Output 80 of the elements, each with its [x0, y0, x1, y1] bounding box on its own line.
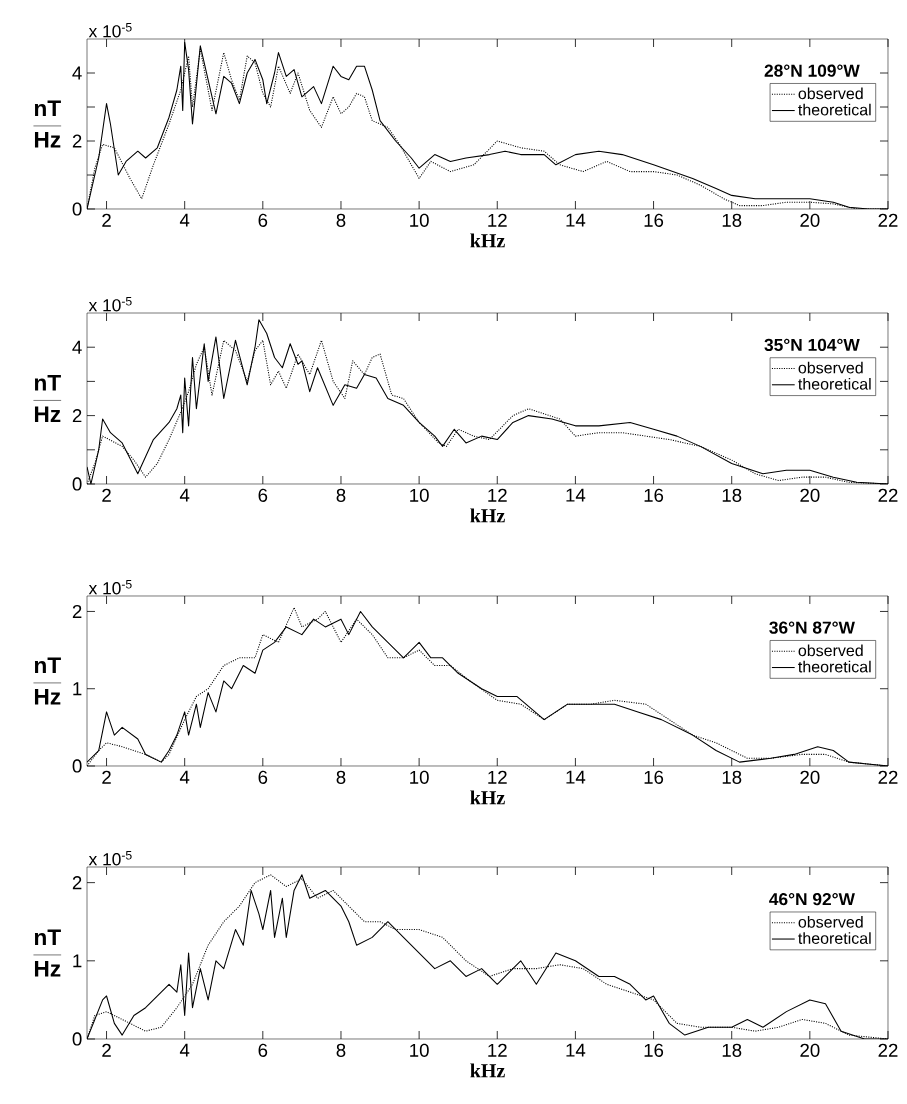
y-axis-title: $\frac{\mathbf{nT}}{\mathbf{Hz}}$	[33, 100, 62, 148]
x-tick-label: 18	[722, 770, 742, 784]
x-tick-label: 20	[800, 213, 820, 227]
x-tick-label: 8	[336, 213, 346, 227]
x-tick-label: 2	[102, 770, 111, 784]
y-tick-label: 2	[72, 876, 82, 890]
x-tick-label: 20	[800, 488, 820, 502]
x-tick-label: 14	[566, 770, 586, 784]
legend-title: 28°N 109°W	[764, 64, 860, 77]
x-tick-label: 2	[102, 488, 111, 502]
legend-label: theoretical	[798, 660, 871, 673]
x-tick-label: 16	[644, 213, 664, 227]
x-tick-label: 4	[179, 1043, 190, 1057]
y-tick-label: 1	[73, 954, 82, 968]
x-tick-label: 8	[336, 1043, 346, 1057]
legend-title: 35°N 104°W	[764, 338, 860, 352]
y-tick-label: 4	[72, 66, 82, 80]
text: x 10$^{-5}$	[88, 23, 132, 38]
y-tick-label: 2	[72, 409, 82, 423]
y-tick-label: 0	[72, 477, 82, 491]
legend-label: theoretical	[798, 378, 871, 390]
x-tick-label: 22	[878, 770, 898, 784]
x-tick-label: 6	[258, 213, 268, 227]
y-axis-title: $\frac{\mathbf{nT}}{\mathbf{Hz}}$	[33, 929, 62, 977]
x-tick-label: 12	[488, 770, 507, 784]
x-tick-label: 16	[644, 488, 664, 502]
y-tick-label: 0	[72, 759, 82, 773]
x-tick-label: 22	[878, 1043, 898, 1057]
x-tick-label: 20	[800, 770, 820, 784]
legend-label: observed	[798, 361, 863, 374]
legend-label: theoretical	[798, 932, 871, 944]
x-tick-label: 12	[488, 488, 507, 502]
x-tick-label: 2	[102, 1043, 111, 1057]
x-tick-label: 8	[336, 770, 346, 784]
y-tick-label: 2	[72, 134, 82, 148]
x-tick-label: 18	[722, 1043, 742, 1057]
legend-label: observed	[798, 87, 863, 100]
x-tick-label: 6	[258, 488, 268, 502]
legend-title: 36°N 87°W	[769, 621, 855, 634]
y-axis-title: $\frac{\mathbf{nT}}{\mathbf{Hz}}$	[33, 375, 62, 422]
x-tick-label: 14	[566, 1043, 586, 1057]
x-tick-label: 12	[488, 1043, 507, 1057]
y-tick-label: 1	[73, 682, 82, 696]
x-tick-label: 2	[102, 213, 111, 227]
x-tick-label: 16	[644, 1043, 664, 1057]
y-tick-label: 2	[72, 604, 82, 618]
x-tick-label: 10	[410, 770, 429, 784]
x-tick-label: 14	[566, 213, 586, 227]
x-axis-title: kHz	[470, 790, 505, 805]
legend-title: 46°N 92°W	[769, 893, 855, 906]
y-axis-title: $\frac{\mathbf{nT}}{\mathbf{Hz}}$	[33, 657, 62, 705]
y-tick-label: 0	[72, 202, 82, 216]
x-tick-label: 10	[410, 1043, 429, 1057]
x-tick-label: 12	[488, 213, 507, 227]
text: x 10$^{-5}$	[88, 297, 132, 312]
x-tick-label: 4	[179, 488, 190, 502]
x-tick-label: 16	[644, 770, 664, 784]
x-tick-label: 18	[722, 488, 742, 502]
legend-label: observed	[798, 915, 863, 928]
y-tick-label: 0	[72, 1032, 82, 1046]
x-tick-label: 18	[722, 213, 742, 227]
x-tick-label: 8	[336, 488, 346, 502]
x-tick-label: 6	[258, 770, 268, 784]
x-axis-title: kHz	[470, 1063, 505, 1078]
x-tick-label: 22	[878, 213, 898, 227]
x-tick-label: 4	[179, 213, 190, 227]
text: x 10$^{-5}$	[88, 580, 132, 595]
x-axis-title: kHz	[470, 508, 505, 523]
x-tick-label: 10	[410, 488, 429, 502]
legend-label: theoretical	[798, 103, 871, 116]
x-tick-label: 14	[566, 488, 586, 502]
x-tick-label: 20	[800, 1043, 820, 1057]
text: x 10$^{-5}$	[88, 851, 132, 866]
x-tick-label: 6	[258, 1043, 268, 1057]
x-tick-label: 22	[878, 488, 898, 502]
y-tick-label: 4	[72, 340, 82, 354]
x-tick-label: 4	[179, 770, 190, 784]
x-tick-label: 10	[410, 213, 429, 227]
legend-label: observed	[798, 644, 863, 657]
x-axis-title: kHz	[470, 233, 505, 248]
